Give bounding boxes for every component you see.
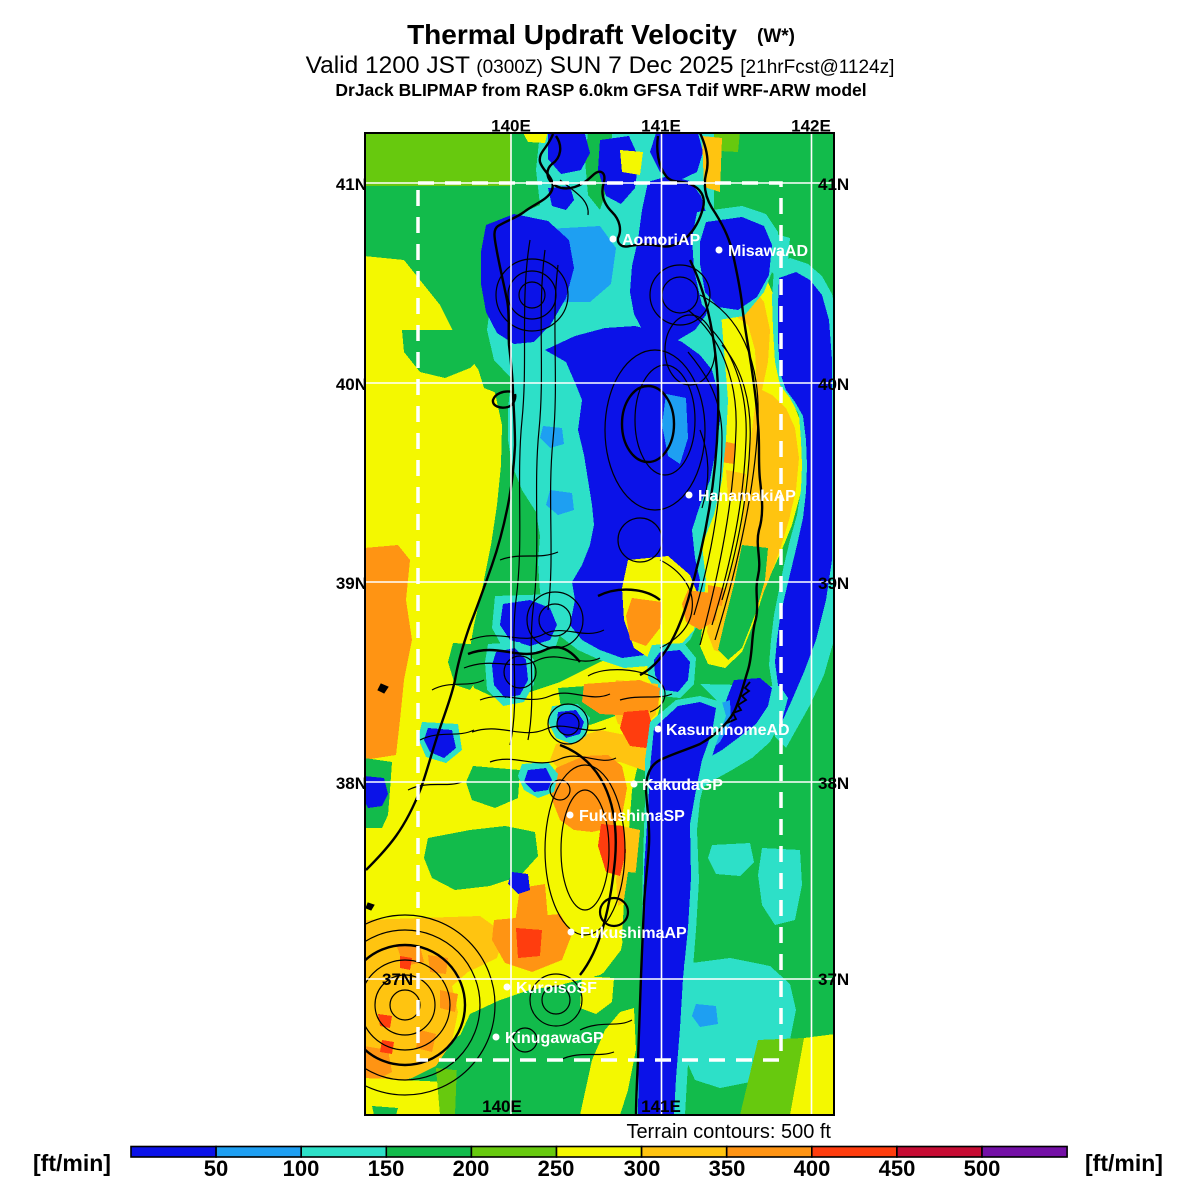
svg-text:40N: 40N: [818, 375, 849, 394]
svg-text:38N: 38N: [818, 774, 849, 793]
svg-text:40N: 40N: [336, 375, 367, 394]
svg-text:140E: 140E: [491, 117, 531, 136]
svg-text:37N: 37N: [382, 970, 413, 989]
svg-text:AomoriAP: AomoriAP: [622, 232, 701, 249]
svg-text:300: 300: [624, 1156, 661, 1181]
svg-text:(W*): (W*): [757, 26, 795, 47]
svg-text:37N: 37N: [818, 970, 849, 989]
svg-text:39N: 39N: [336, 574, 367, 593]
svg-text:DrJack BLIPMAP from RASP 6.0km: DrJack BLIPMAP from RASP 6.0km GFSA Tdif…: [335, 80, 866, 100]
svg-text:MisawaAD: MisawaAD: [728, 243, 808, 260]
svg-text:350: 350: [709, 1156, 746, 1181]
svg-text:100: 100: [283, 1156, 320, 1181]
svg-text:[ft/min]: [ft/min]: [33, 1150, 111, 1176]
svg-text:141E: 141E: [641, 1097, 681, 1116]
svg-text:142E: 142E: [791, 117, 831, 136]
svg-text:450: 450: [879, 1156, 916, 1181]
svg-text:Thermal Updraft Velocity: Thermal Updraft Velocity: [407, 19, 737, 50]
svg-text:KinugawaGP: KinugawaGP: [505, 1030, 604, 1047]
svg-text:FukushimaSP: FukushimaSP: [579, 808, 685, 825]
svg-text:KasuminomeAD: KasuminomeAD: [666, 722, 790, 739]
svg-text:150: 150: [368, 1156, 405, 1181]
svg-text:400: 400: [794, 1156, 831, 1181]
svg-text:50: 50: [204, 1156, 228, 1181]
svg-text:41N: 41N: [818, 175, 849, 194]
svg-text:140E: 140E: [482, 1097, 522, 1116]
svg-text:250: 250: [538, 1156, 575, 1181]
svg-text:38N: 38N: [336, 774, 367, 793]
svg-text:500: 500: [964, 1156, 1001, 1181]
svg-text:[ft/min]: [ft/min]: [1085, 1150, 1163, 1176]
svg-text:HanamakiAP: HanamakiAP: [698, 488, 796, 505]
svg-text:200: 200: [453, 1156, 490, 1181]
svg-text:FukushimaAP: FukushimaAP: [580, 925, 687, 942]
svg-text:Terrain contours: 500 ft: Terrain contours: 500 ft: [626, 1121, 831, 1143]
svg-text:Valid 1200 JST (0300Z) SUN 7 D: Valid 1200 JST (0300Z) SUN 7 Dec 2025 [2…: [306, 52, 895, 79]
svg-text:39N: 39N: [818, 574, 849, 593]
svg-text:41N: 41N: [336, 175, 367, 194]
svg-text:141E: 141E: [641, 117, 681, 136]
svg-text:KakudaGP: KakudaGP: [642, 777, 723, 794]
svg-text:KuroisoSF: KuroisoSF: [516, 980, 597, 997]
